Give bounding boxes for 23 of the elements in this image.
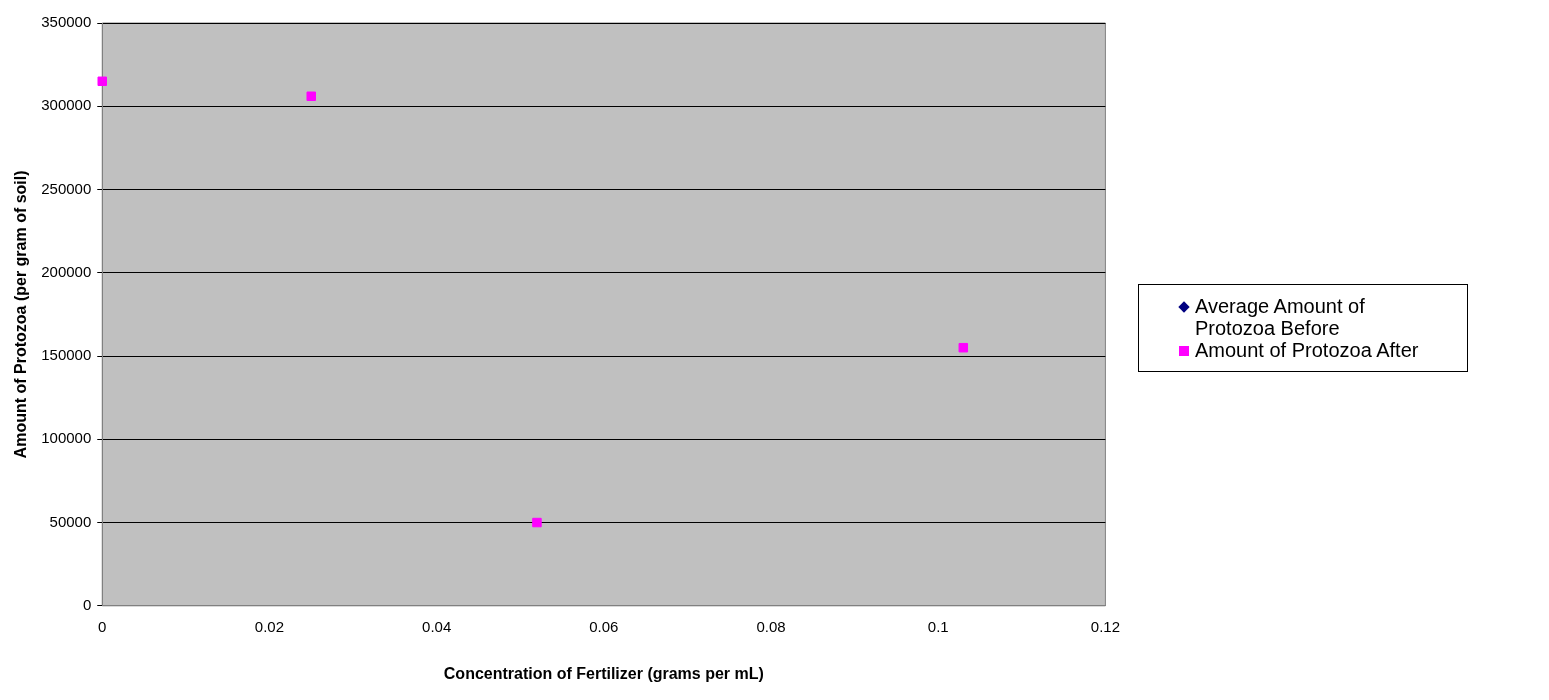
- x-tick-label: 0.12: [1090, 617, 1120, 635]
- y-tick-label: 300000: [41, 96, 92, 114]
- y-tick-label: 200000: [41, 262, 92, 280]
- point: [97, 76, 107, 87]
- x-tick-label: 0.06: [589, 617, 619, 635]
- x-tick-label: 0.04: [422, 617, 452, 635]
- y-tick-label: 150000: [41, 346, 92, 364]
- y-axis-title: Amount of Protozoa (per gram of soil): [12, 170, 30, 459]
- point: [306, 91, 316, 102]
- point: [958, 342, 969, 353]
- y-tick-label: 100000: [41, 429, 92, 447]
- x-tick-label: 0.08: [756, 617, 786, 635]
- legend-label: Amount of Protozoa After: [1195, 339, 1419, 361]
- x-tick-label: 0.1: [927, 617, 949, 635]
- y-tick-label: 350000: [41, 13, 92, 31]
- x-tick-label: 0: [98, 617, 107, 635]
- y-tick-label: 250000: [41, 179, 92, 197]
- x-tick-label: 0.02: [254, 617, 285, 635]
- legend-label: Average Amount of Protozoa Before: [1195, 295, 1366, 339]
- x-axis-title: Concentration of Fertilizer (grams per mL): [443, 664, 764, 682]
- y-tick-label: 0: [82, 595, 92, 613]
- point: [532, 517, 542, 528]
- y-tick-label: 50000: [49, 512, 92, 530]
